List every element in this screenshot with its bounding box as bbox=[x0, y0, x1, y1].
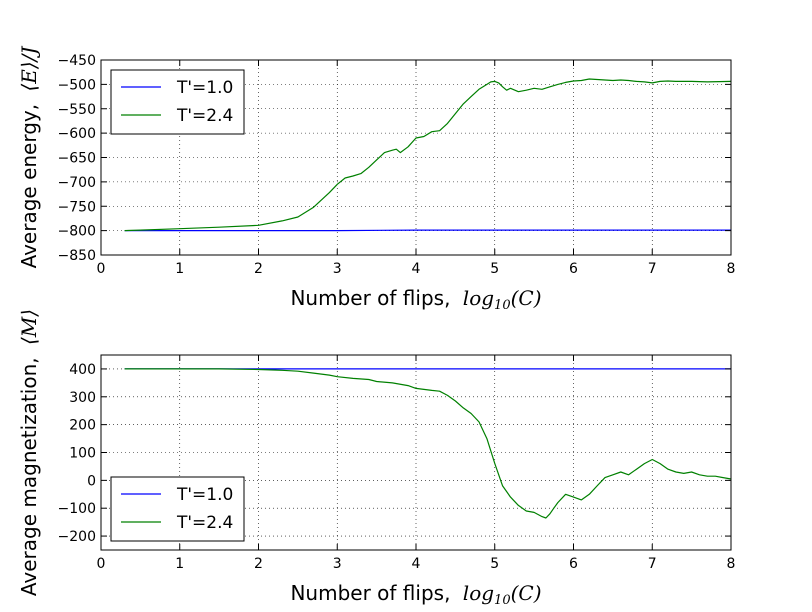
magnetization-x-tick-label: 0 bbox=[97, 556, 106, 572]
energy-x-tick-label: 5 bbox=[490, 261, 499, 277]
magnetization-legend: T'=1.0 T'=2.4 bbox=[110, 476, 245, 542]
energy-series bbox=[124, 78, 732, 232]
energy-y-tick-label: −550 bbox=[58, 102, 96, 118]
magnetization-y-tick-label: 100 bbox=[69, 446, 96, 462]
energy-x-tick-label: 4 bbox=[412, 261, 421, 277]
magnetization-x-tick-label: 4 bbox=[412, 556, 421, 572]
magnetization-y-tick-label: 400 bbox=[69, 362, 96, 378]
energy-legend-label-2: T'=2.4 bbox=[176, 106, 233, 126]
energy-legend: T'=1.0 T'=2.4 bbox=[110, 69, 245, 135]
magnetization-y-tick-label: −200 bbox=[58, 529, 96, 545]
magnetization-legend-label-2: T'=2.4 bbox=[176, 513, 233, 533]
magnetization-y-tick-label: 300 bbox=[69, 390, 96, 406]
magnetization-x-tick-label: 2 bbox=[254, 556, 263, 572]
magnetization-x-axis-label: Number of flips, log10(C) bbox=[290, 581, 541, 608]
energy-y-tick-label: −750 bbox=[58, 199, 96, 215]
magnetization-y-tick-label: −100 bbox=[58, 501, 96, 517]
energy-series-line-1 bbox=[124, 229, 731, 232]
magnetization-x-tick-label: 8 bbox=[727, 556, 736, 572]
energy-x-tick-label: 6 bbox=[569, 261, 578, 277]
energy-chart: 0 1 2 3 4 5 6 7 8 −850 −800 −750 −700 −650 −600 −550 −50… bbox=[17, 46, 735, 313]
magnetization-chart: 0 1 2 3 4 5 6 7 8 −200 −100 0 100 200 300 400 Number of… bbox=[17, 309, 735, 608]
energy-y-tick-label: −450 bbox=[58, 53, 96, 69]
magnetization-series bbox=[124, 368, 732, 519]
energy-y-tick-label: −850 bbox=[58, 248, 96, 264]
magnetization-series-line-2 bbox=[124, 368, 732, 519]
magnetization-x-tick-label: 7 bbox=[648, 556, 657, 572]
energy-x-tick-label: 1 bbox=[175, 261, 184, 277]
energy-x-tick-label: 8 bbox=[727, 261, 736, 277]
energy-y-tick-label: −650 bbox=[58, 151, 96, 167]
energy-x-axis-label: Number of flips, log10(C) bbox=[290, 286, 541, 313]
magnetization-x-tick-label: 3 bbox=[333, 556, 342, 572]
magnetization-x-tick-label: 5 bbox=[490, 556, 499, 572]
energy-y-tick-label: −600 bbox=[58, 126, 96, 142]
energy-x-tick-label: 2 bbox=[254, 261, 263, 277]
magnetization-y-axis-label: Average magnetization, ⟨M⟩ bbox=[17, 309, 41, 596]
magnetization-ticks: 0 1 2 3 4 5 6 7 8 −200 −100 0 100 200 300 400 bbox=[58, 355, 736, 572]
energy-y-tick-label: −500 bbox=[58, 77, 96, 93]
energy-y-tick-label: −700 bbox=[58, 175, 96, 191]
energy-ticks: 0 1 2 3 4 5 6 7 8 −850 −800 −750 −700 −650 −600 −550 −50… bbox=[58, 53, 736, 277]
magnetization-x-tick-label: 1 bbox=[175, 556, 184, 572]
magnetization-legend-box bbox=[110, 476, 245, 542]
magnetization-y-tick-label: 200 bbox=[69, 418, 96, 434]
energy-y-axis-label: Average energy, ⟨E⟩/J bbox=[17, 46, 41, 269]
magnetization-x-tick-label: 6 bbox=[569, 556, 578, 572]
magnetization-legend-label-1: T'=1.0 bbox=[176, 485, 233, 505]
magnetization-y-tick-label: 0 bbox=[87, 473, 96, 489]
energy-legend-box bbox=[110, 69, 245, 135]
energy-x-tick-label: 3 bbox=[333, 261, 342, 277]
energy-legend-label-1: T'=1.0 bbox=[176, 78, 233, 98]
energy-y-tick-label: −800 bbox=[58, 224, 96, 240]
energy-x-tick-label: 7 bbox=[648, 261, 657, 277]
energy-series-line-2 bbox=[124, 78, 732, 232]
energy-x-tick-label: 0 bbox=[97, 261, 106, 277]
